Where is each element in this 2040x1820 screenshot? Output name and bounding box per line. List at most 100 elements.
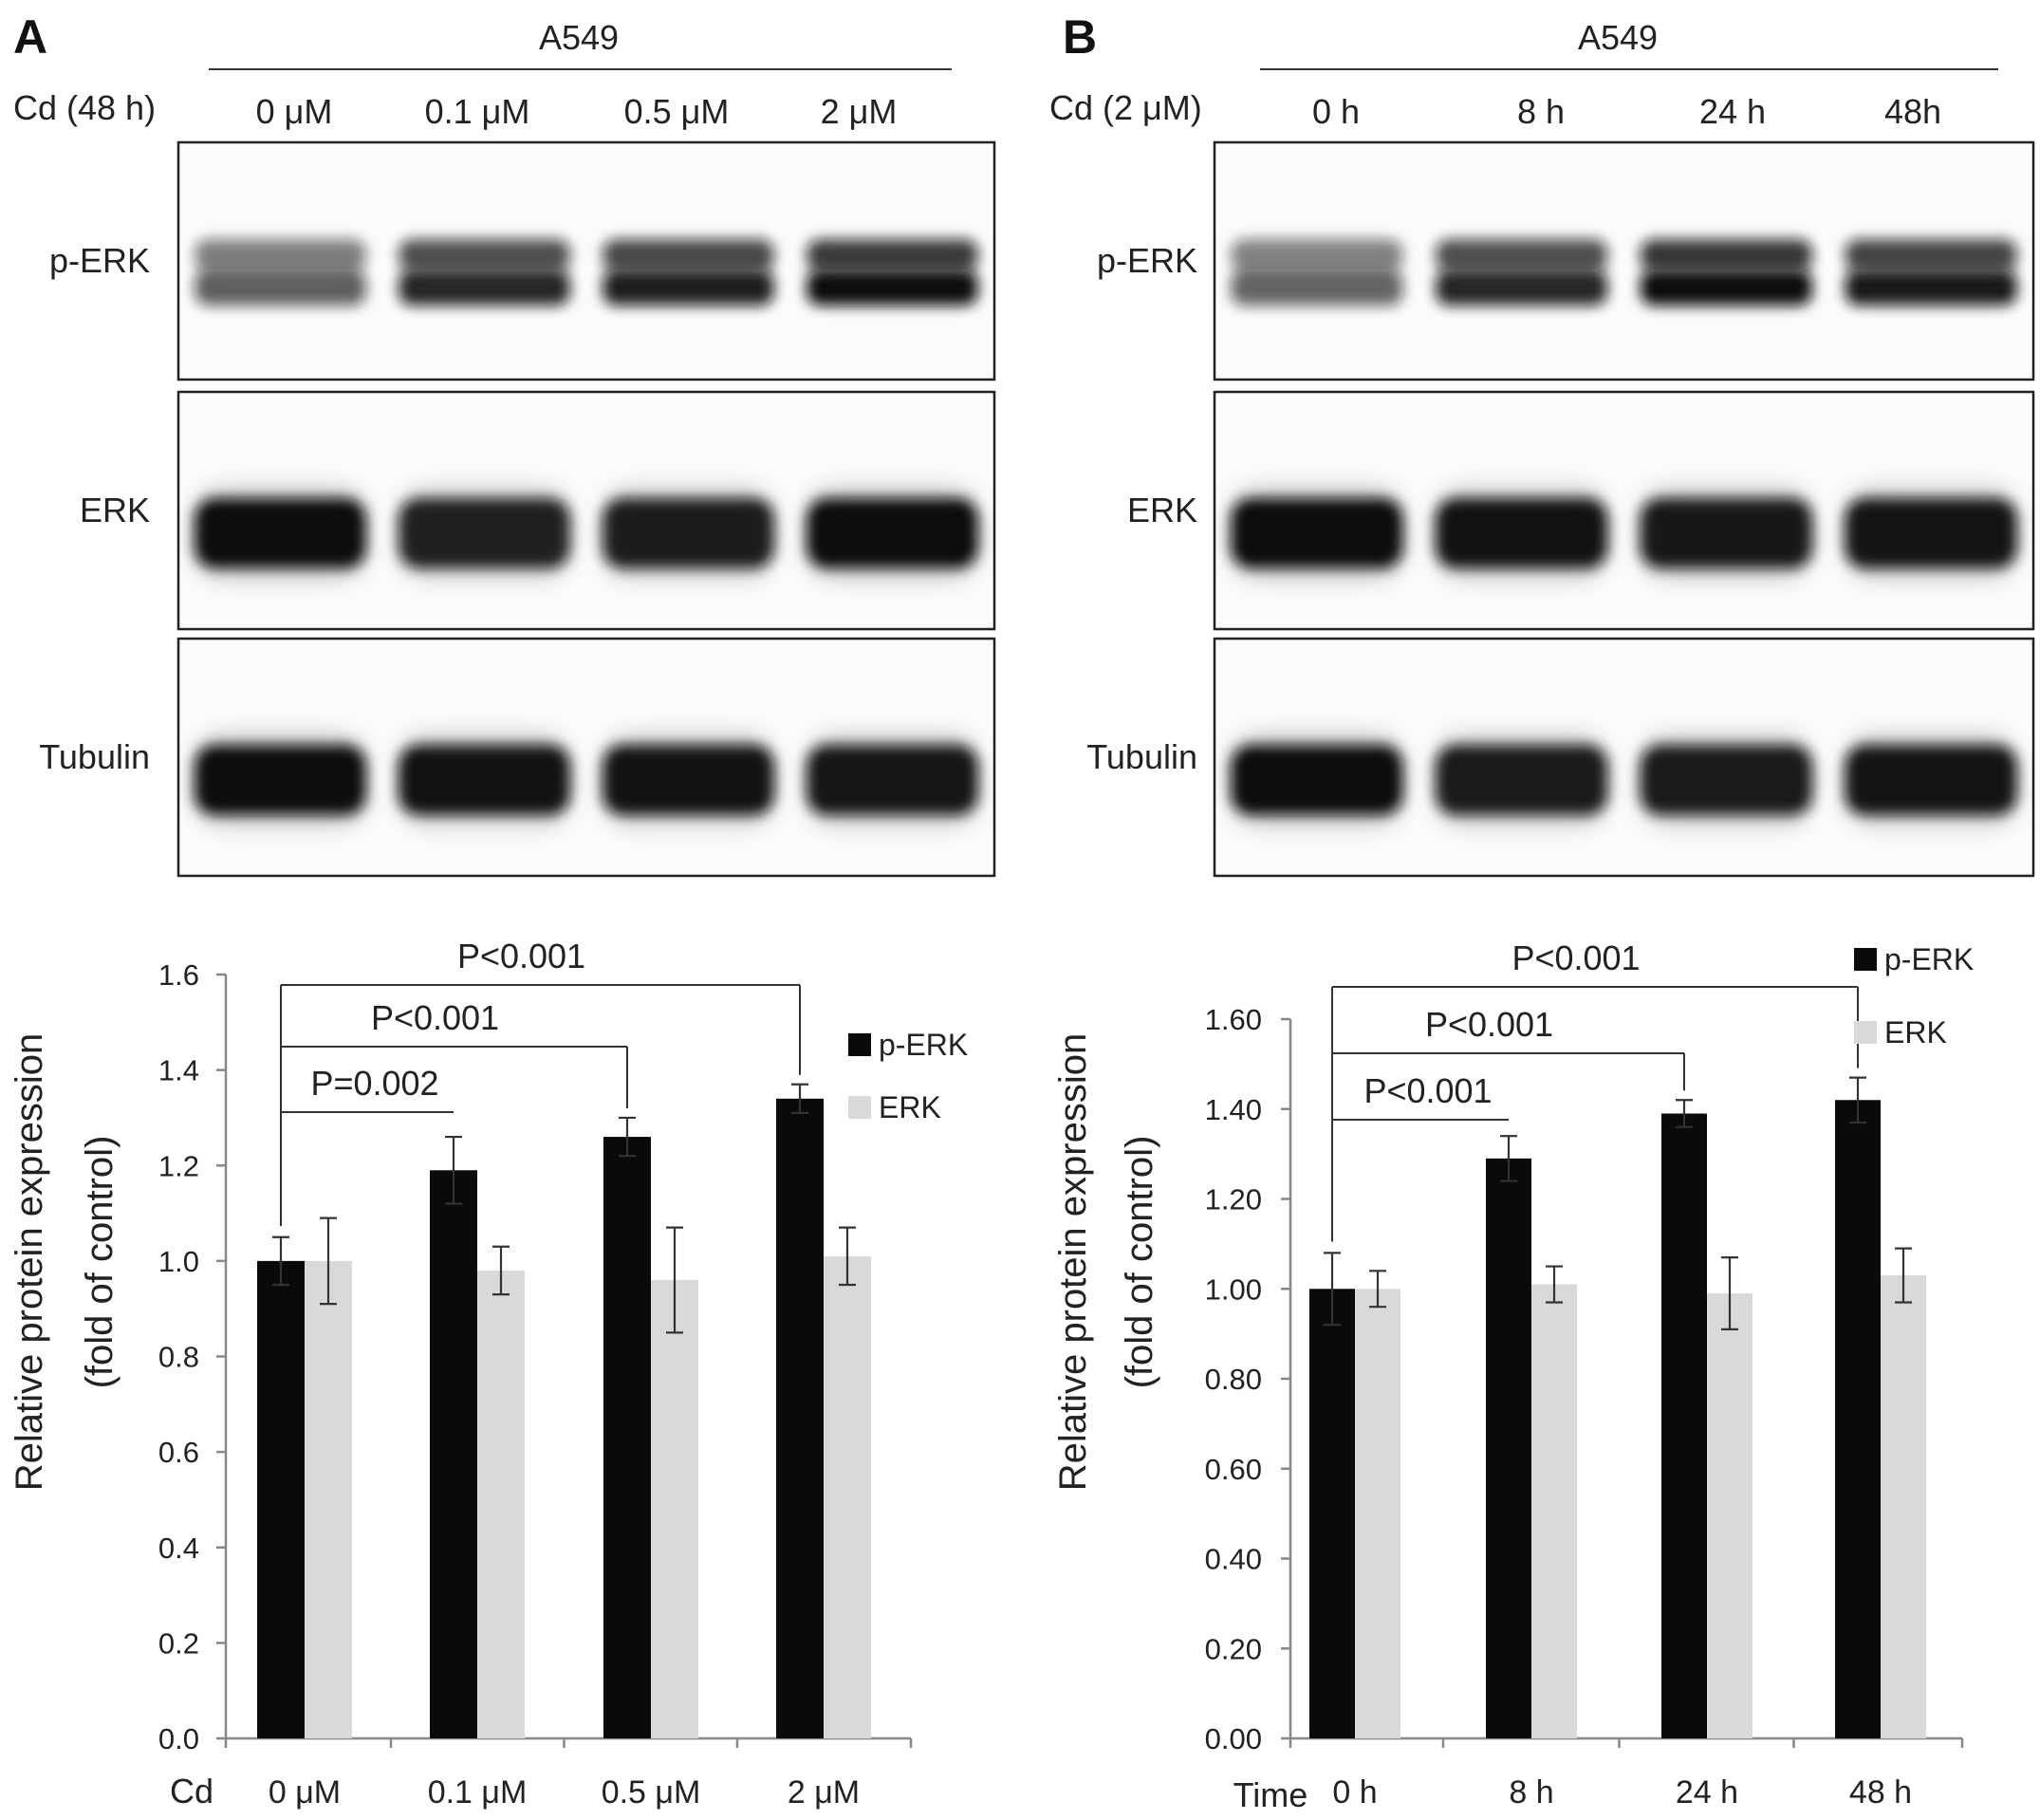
significance-bracket bbox=[1331, 986, 1859, 1242]
error-bar bbox=[492, 1245, 510, 1296]
band-lower bbox=[603, 269, 774, 306]
cell-line-title: A549 bbox=[1578, 18, 1658, 57]
band-lower bbox=[1845, 269, 2017, 306]
y-axis-title-line2: (fold of control) bbox=[1119, 1136, 1160, 1389]
y-tick-label: 1.4 bbox=[158, 1054, 199, 1087]
bar-p-erk bbox=[776, 1098, 824, 1738]
x-category-label: 8 h bbox=[1509, 1774, 1553, 1811]
y-tick-label: 1.00 bbox=[1205, 1272, 1262, 1306]
y-tick-label: 0.60 bbox=[1205, 1453, 1262, 1486]
x-category-label: 24 h bbox=[1676, 1774, 1738, 1811]
treatment-label: Cd (2 μM) bbox=[1049, 88, 1202, 127]
band-halo bbox=[1436, 487, 1608, 580]
blot-bands bbox=[1231, 734, 2017, 826]
band-halo bbox=[603, 734, 774, 826]
y-tick-label: 0.4 bbox=[158, 1532, 199, 1565]
bar-chart-layer: 0.0 0.2 0.4 0.6 0.8 1.0 1.2 1.4 1.6 Relative prot… bbox=[9, 937, 1974, 1814]
western-blot-layer: A A549 Cd (48 h) 0 μM 0.1 μM 0.5 μM 2 μM p-ERK E… bbox=[13, 10, 2035, 878]
error-bar bbox=[272, 1235, 289, 1287]
blot-p-erk: p-ERK bbox=[49, 140, 996, 381]
blot-label: p-ERK bbox=[1097, 241, 1197, 280]
blot-tubulin: Tubulin bbox=[39, 637, 996, 878]
y-tick-label: 1.2 bbox=[158, 1149, 199, 1182]
p-value-label: P<0.001 bbox=[1363, 1071, 1492, 1110]
y-tick-label: 1.40 bbox=[1205, 1093, 1262, 1126]
x-category-label: 0 h bbox=[1332, 1774, 1377, 1811]
band-halo bbox=[195, 487, 366, 580]
error-bar bbox=[1500, 1135, 1517, 1182]
legend-swatch bbox=[1854, 1021, 1877, 1044]
bar-p-erk bbox=[1835, 1100, 1881, 1738]
bar-erk bbox=[1355, 1289, 1400, 1738]
lane-label: 0 μM bbox=[256, 92, 333, 131]
blot-bands bbox=[195, 734, 978, 826]
panel-letter: B bbox=[1063, 10, 1097, 64]
bar-erk bbox=[305, 1260, 352, 1738]
p-value-label: P=0.002 bbox=[310, 1064, 438, 1103]
band-halo bbox=[1640, 734, 1812, 826]
band-lower bbox=[807, 269, 978, 306]
p-value-label: P<0.001 bbox=[1425, 1005, 1553, 1044]
chart-a: 0.0 0.2 0.4 0.6 0.8 1.0 1.2 1.4 1.6 Relative prot… bbox=[9, 937, 968, 1811]
band-lower bbox=[399, 269, 570, 306]
band-halo bbox=[1845, 487, 2017, 580]
error-bar bbox=[1895, 1247, 1912, 1304]
x-category-label: 2 μM bbox=[788, 1774, 860, 1811]
panel-a-blots: A A549 Cd (48 h) 0 μM 0.1 μM 0.5 μM 2 μM p-ERK E… bbox=[13, 10, 996, 878]
lane-label: 0.1 μM bbox=[425, 92, 530, 131]
y-axis-title: Relative protein expression bbox=[9, 1033, 50, 1491]
x-category-label: 0.1 μM bbox=[428, 1774, 528, 1811]
error-bar bbox=[839, 1226, 856, 1287]
legend-swatch bbox=[1854, 948, 1877, 971]
x-category-label: 0.5 μM bbox=[602, 1774, 701, 1811]
y-tick-label: 1.20 bbox=[1205, 1183, 1262, 1216]
y-tick-label: 0.0 bbox=[158, 1722, 199, 1755]
p-value-label: P<0.001 bbox=[457, 937, 585, 975]
significance-bracket bbox=[1331, 1119, 1509, 1242]
error-bar bbox=[320, 1216, 337, 1306]
y-tick-label: 1.60 bbox=[1205, 1003, 1262, 1036]
bar-erk bbox=[824, 1255, 871, 1738]
error-bar bbox=[1849, 1076, 1866, 1124]
lane-label: 48h bbox=[1884, 92, 1941, 131]
band-lower bbox=[1436, 269, 1608, 306]
y-tick-label: 0.8 bbox=[158, 1341, 199, 1374]
band-halo bbox=[1640, 487, 1812, 580]
band-halo bbox=[1436, 734, 1608, 826]
blot-erk: ERK bbox=[80, 390, 996, 631]
band-upper bbox=[807, 239, 978, 271]
significance-bracket bbox=[280, 984, 801, 1226]
bar-erk bbox=[477, 1270, 525, 1738]
p-value-label: P<0.001 bbox=[371, 998, 499, 1037]
band-upper bbox=[603, 239, 774, 271]
blot-bands bbox=[1231, 239, 2017, 306]
error-bar bbox=[619, 1116, 636, 1158]
blot-tubulin: Tubulin bbox=[1086, 637, 2035, 878]
band-halo bbox=[399, 487, 570, 580]
bar-p-erk bbox=[603, 1137, 651, 1738]
error-bar bbox=[1369, 1270, 1386, 1309]
bar-erk bbox=[1707, 1292, 1753, 1738]
y-tick-label: 1.0 bbox=[158, 1245, 199, 1278]
lane-label: 2 μM bbox=[821, 92, 898, 131]
bar-p-erk bbox=[257, 1260, 305, 1738]
band-halo bbox=[195, 734, 366, 826]
band-halo bbox=[1231, 487, 1403, 580]
bar-erk bbox=[651, 1280, 698, 1738]
blot-label: Tubulin bbox=[1086, 737, 1197, 776]
legend-label: p-ERK bbox=[879, 1028, 968, 1062]
y-tick-label: 0.80 bbox=[1205, 1363, 1262, 1396]
band-halo bbox=[807, 734, 978, 826]
band-upper bbox=[1640, 239, 1812, 271]
error-bar bbox=[1546, 1265, 1563, 1304]
blot-label: Tubulin bbox=[39, 737, 150, 776]
band-halo bbox=[1231, 734, 1403, 826]
y-tick-label: 1.6 bbox=[158, 958, 199, 992]
blot-label: p-ERK bbox=[49, 241, 150, 280]
blot-bands bbox=[1231, 487, 2017, 580]
blot-erk: ERK bbox=[1127, 390, 2035, 631]
cell-line-title: A549 bbox=[539, 18, 619, 57]
band-halo bbox=[603, 487, 774, 580]
bar-p-erk bbox=[1486, 1158, 1531, 1738]
